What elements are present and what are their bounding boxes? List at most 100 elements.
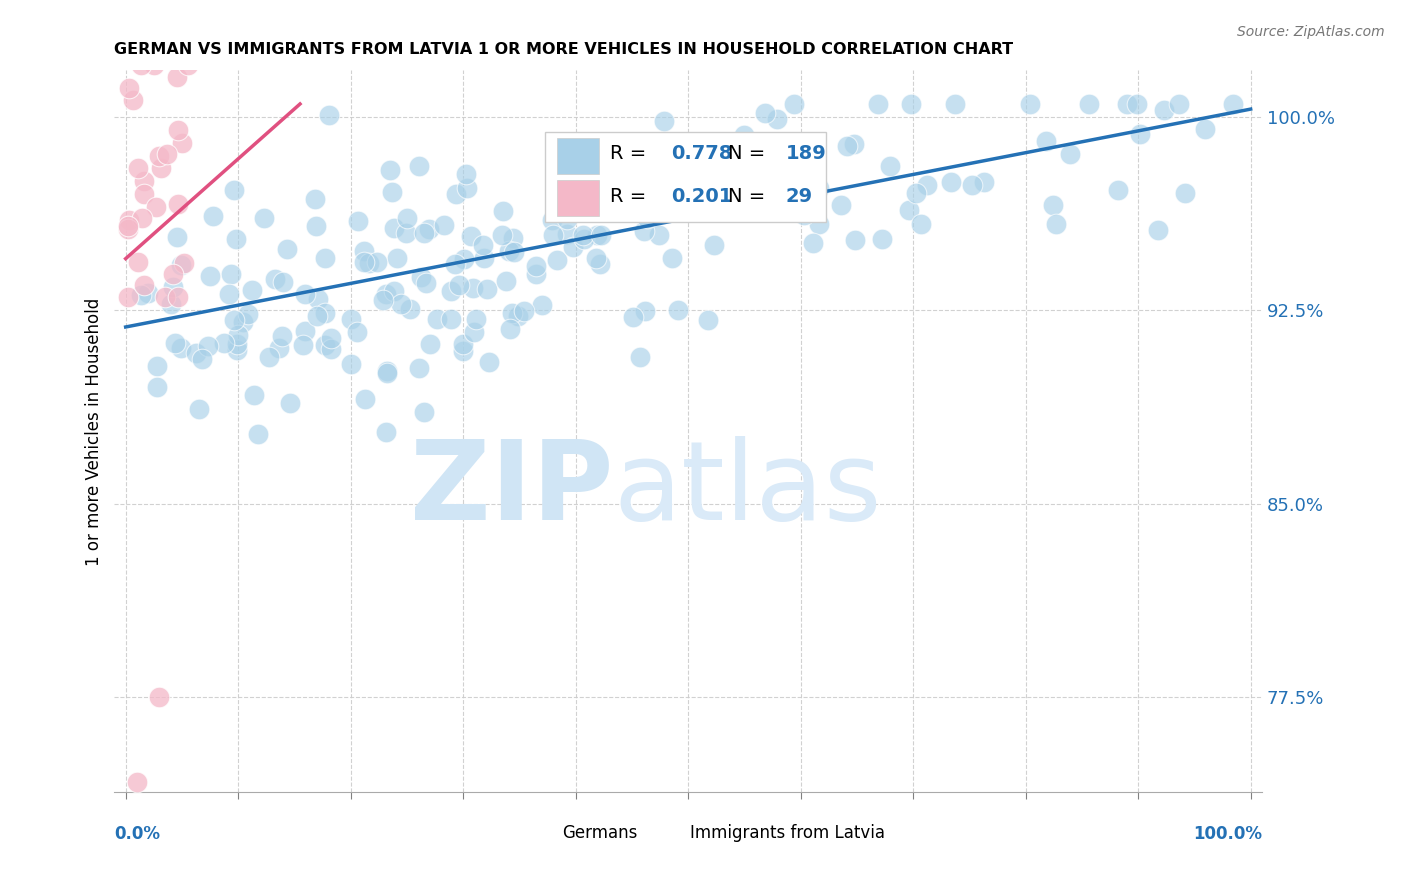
Point [226,327,249,342]
Point [321,331,343,345]
Point [145,200,167,214]
Point [146,359,169,373]
Point [501,306,523,320]
Point [782,97,804,112]
Point [218,287,240,301]
Point [148,148,170,162]
Point [499,322,522,336]
Point [385,251,408,265]
Point [418,221,440,235]
Text: R =: R = [610,187,652,206]
Point [621,310,644,324]
Point [170,341,193,355]
Point [132,174,155,188]
Point [399,301,422,316]
Point [425,311,447,326]
Point [793,208,815,222]
Point [375,425,398,440]
Point [177,58,200,72]
Point [555,211,578,226]
Point [837,138,859,153]
Point [449,277,471,292]
Point [696,313,718,327]
Point [512,304,534,318]
Point [380,163,402,178]
Point [910,217,932,231]
Text: Immigrants from Latvia: Immigrants from Latvia [690,824,886,842]
Point [278,396,301,410]
Point [153,290,176,304]
Point [347,214,370,228]
Point [866,97,889,112]
Point [166,70,188,84]
Point [443,257,465,271]
Text: N =: N = [728,187,772,206]
Point [305,219,328,234]
Text: 100.0%: 100.0% [1192,825,1263,843]
Point [943,97,966,112]
Point [628,350,651,364]
Point [132,187,155,202]
FancyBboxPatch shape [650,820,686,847]
Point [585,252,607,266]
Point [572,227,595,242]
Point [464,311,486,326]
Point [503,245,526,260]
Point [541,227,564,242]
Point [589,257,612,271]
Point [1174,186,1197,200]
Point [162,279,184,293]
Point [127,255,149,269]
Point [353,255,375,269]
Text: N =: N = [728,145,772,163]
Point [1129,127,1152,141]
Point [844,233,866,247]
Point [472,238,495,252]
Point [131,211,153,225]
Point [592,201,614,215]
Point [377,364,399,378]
Point [546,252,568,267]
Point [1222,97,1244,112]
Point [118,213,141,227]
Point [408,360,430,375]
Text: Source: ZipAtlas.com: Source: ZipAtlas.com [1237,25,1385,39]
Point [524,267,547,281]
Point [357,256,380,270]
Point [366,255,388,269]
Point [314,251,336,265]
Point [492,203,515,218]
Point [498,244,520,259]
Point [591,227,613,242]
Point [374,286,396,301]
Text: R =: R = [610,145,652,163]
Point [453,252,475,266]
Point [340,357,363,371]
Point [456,181,478,195]
Point [170,136,193,150]
Point [384,220,406,235]
Point [226,337,249,351]
Point [354,392,377,406]
Text: 29: 29 [786,187,813,206]
Point [150,161,173,176]
Point [463,281,485,295]
Point [136,286,159,301]
Point [692,163,714,178]
Point [382,285,405,299]
Point [683,171,706,186]
Point [472,251,495,265]
Point [844,137,866,152]
Y-axis label: 1 or more Vehicles in Household: 1 or more Vehicles in Household [86,297,103,566]
Text: ZIP: ZIP [411,435,613,542]
Point [165,335,187,350]
Text: 0.778: 0.778 [671,145,733,163]
Point [143,58,166,72]
Point [225,343,247,358]
Point [1126,97,1149,112]
Point [346,325,368,339]
Point [129,58,152,72]
Point [236,307,259,321]
Point [148,690,170,704]
Point [160,297,183,311]
